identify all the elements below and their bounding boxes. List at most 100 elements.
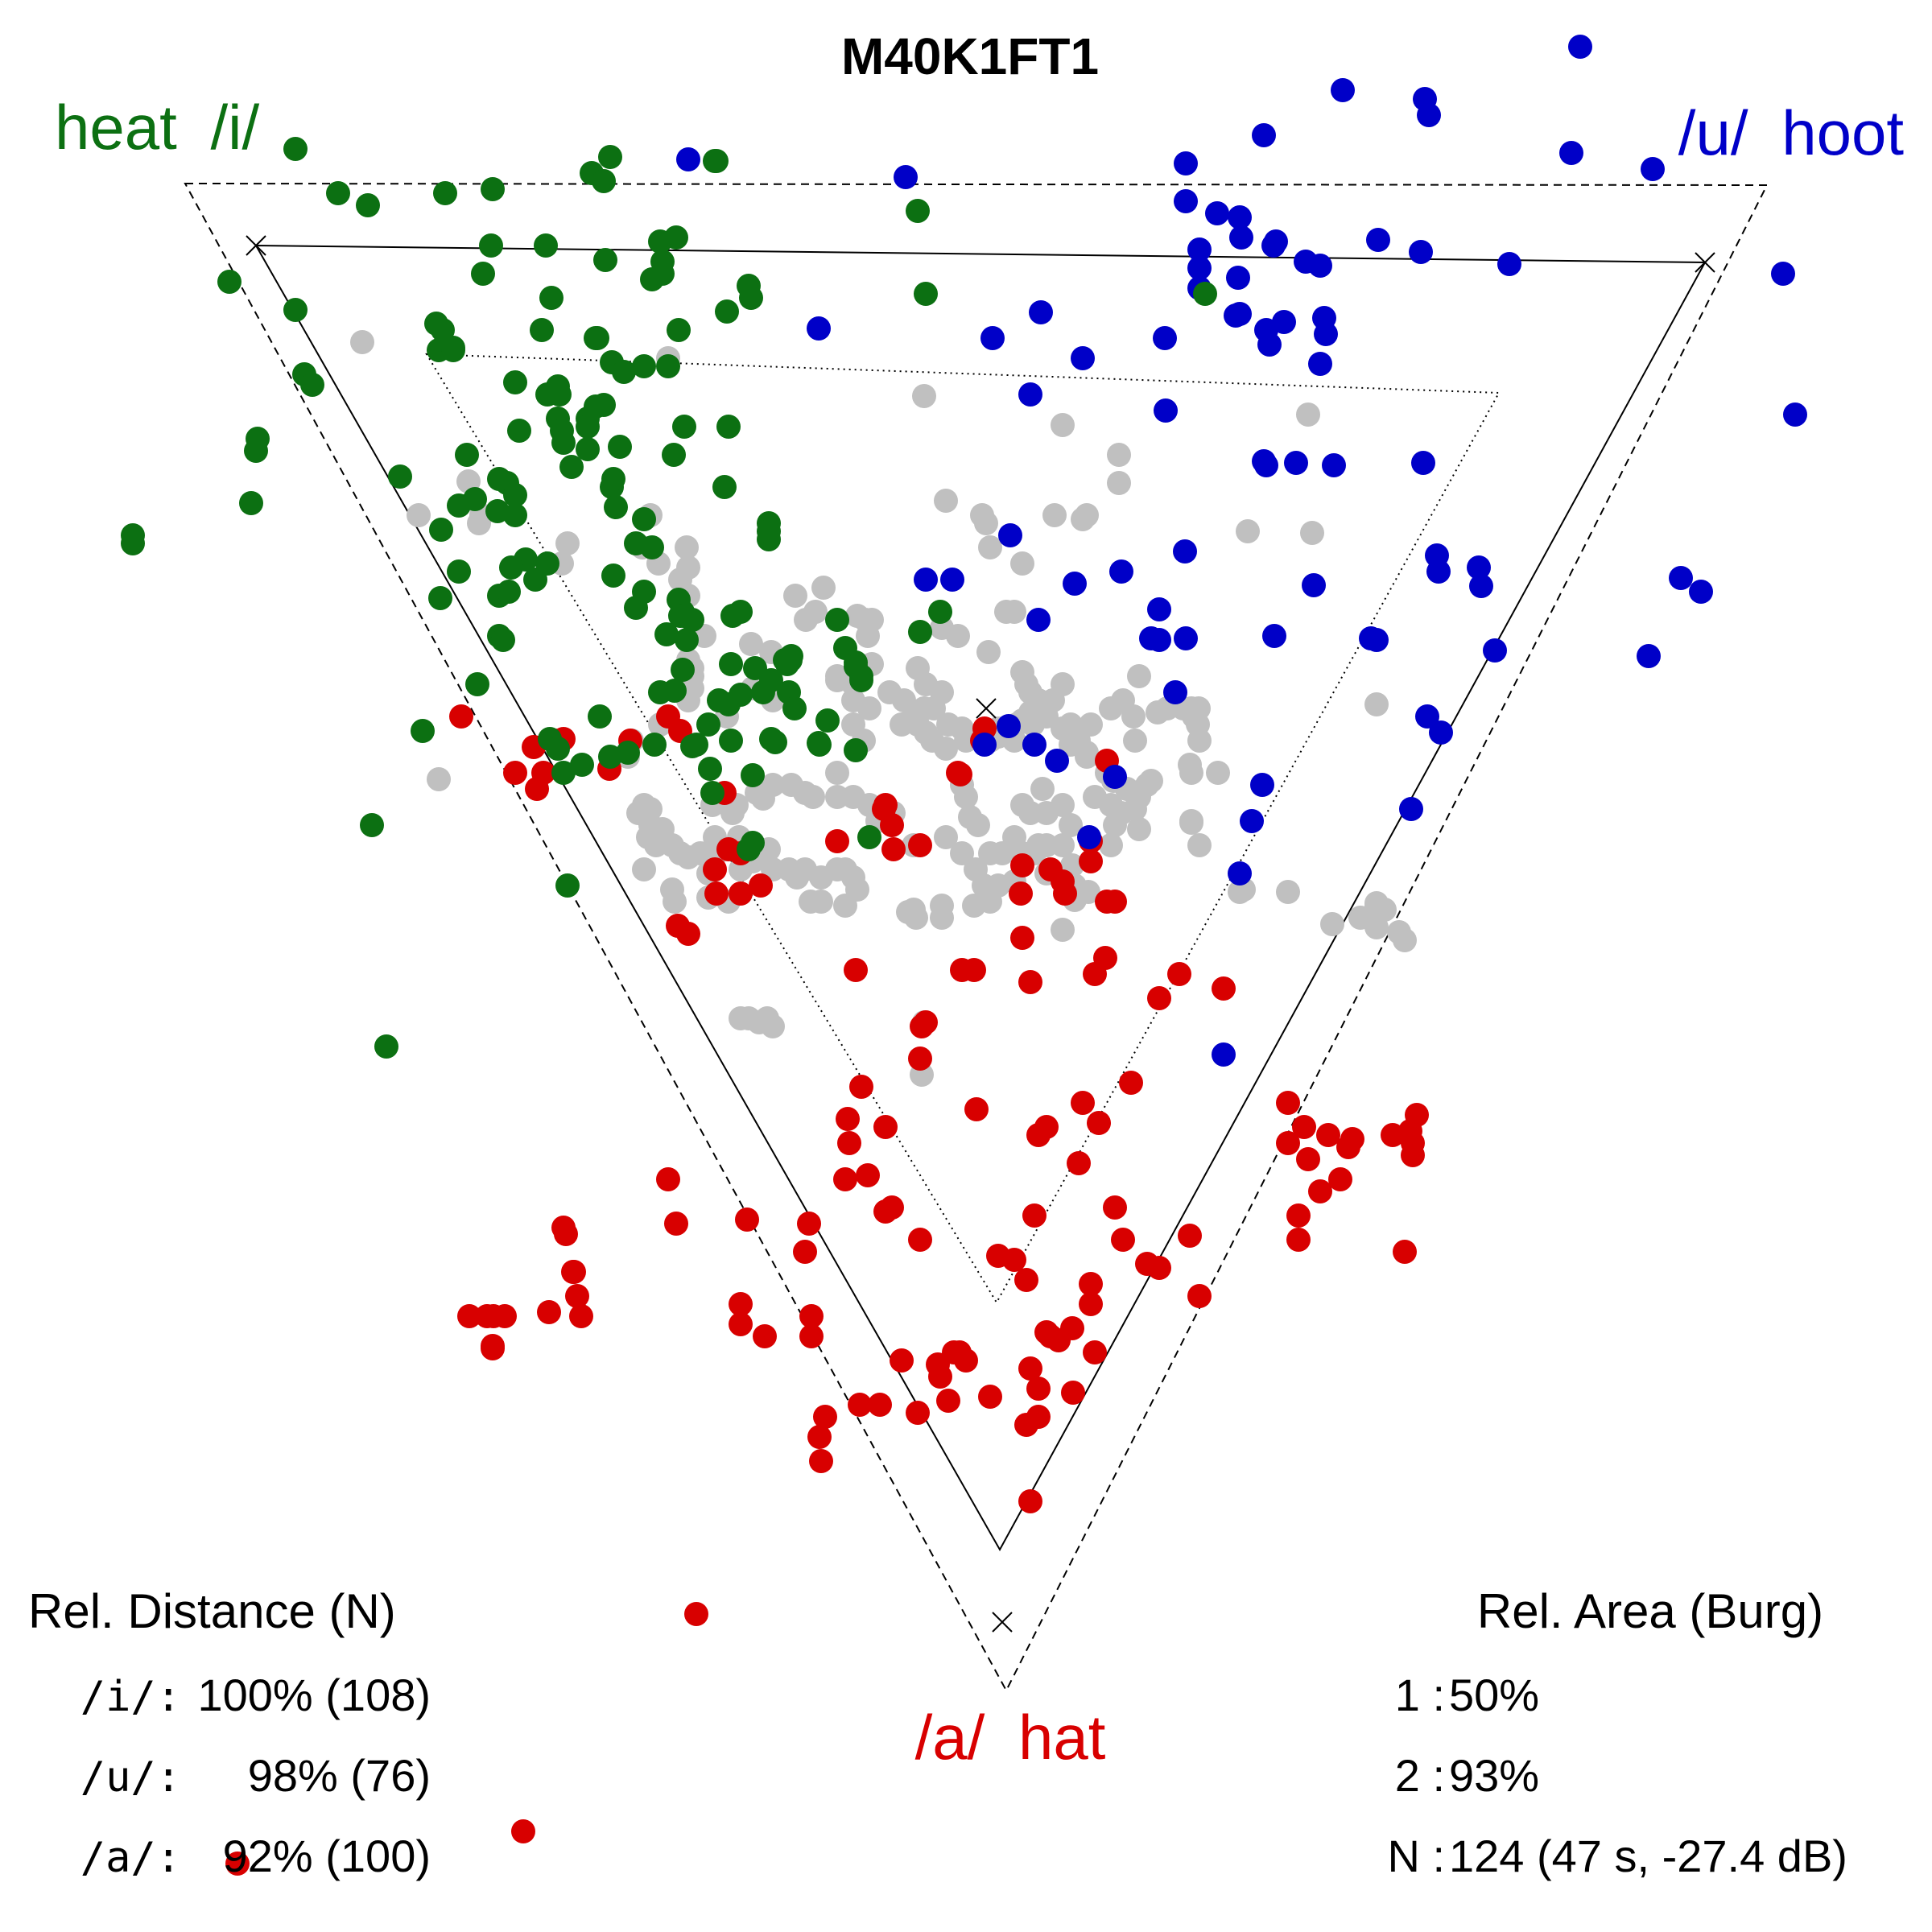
point-a-120 (537, 1300, 561, 1324)
point-a-81 (1135, 1252, 1159, 1276)
point-other-182 (1103, 813, 1127, 837)
point-a-64 (873, 1115, 898, 1139)
point-u-20 (1308, 254, 1332, 278)
point-u-58 (914, 568, 938, 592)
point-u-49 (1467, 555, 1491, 580)
point-other-140 (1187, 729, 1212, 753)
point-a-139 (1083, 1340, 1107, 1364)
point-a-106 (1014, 1413, 1038, 1437)
point-other-134 (1030, 777, 1055, 801)
point-i-71 (716, 415, 741, 439)
point-a-70 (837, 1131, 861, 1155)
point-i-3 (217, 270, 242, 294)
point-other-130 (978, 841, 1002, 865)
point-u-21 (1366, 228, 1390, 252)
point-u-17 (1226, 266, 1250, 290)
point-u-56 (1063, 572, 1087, 596)
point-i-41 (612, 360, 636, 384)
point-i-59 (455, 443, 479, 467)
point-i-23 (539, 286, 564, 310)
point-i-140 (485, 499, 510, 523)
point-i-49 (507, 419, 531, 443)
point-i-103 (908, 620, 932, 644)
point-a-117 (562, 1260, 586, 1284)
point-u-15 (1187, 237, 1212, 262)
point-a-93 (1187, 1284, 1212, 1308)
point-other-243 (1393, 928, 1417, 952)
point-a-92 (1328, 1167, 1352, 1191)
point-other-21 (783, 584, 807, 608)
point-i-14 (1193, 282, 1217, 306)
centroid-mark-2 (976, 698, 997, 719)
point-u-45 (1018, 382, 1042, 407)
point-u-38 (1154, 398, 1178, 423)
point-a-140 (1178, 1224, 1202, 1248)
point-a-62 (964, 1097, 989, 1121)
point-other-4 (1107, 443, 1131, 467)
point-a-125 (481, 1304, 506, 1328)
point-u-76 (1250, 773, 1274, 797)
point-a-101 (978, 1385, 1002, 1409)
point-i-152 (672, 604, 696, 628)
point-a-78 (1103, 1195, 1127, 1220)
point-other-192 (1206, 761, 1230, 785)
point-a-108 (809, 1449, 833, 1473)
rel-distance-panel: Rel. Distance (N) /i/: 100% (108) /u/: 9… (28, 1584, 431, 1882)
point-a-44 (1018, 970, 1042, 994)
point-i-117 (737, 837, 761, 861)
point-u-65 (1262, 624, 1286, 648)
point-u-59 (940, 568, 964, 592)
point-a-138 (1060, 1316, 1084, 1340)
point-u-72 (1364, 628, 1389, 652)
point-other-28 (803, 600, 828, 624)
point-i-143 (570, 753, 594, 777)
rel-area-title: Rel. Area (Burg) (1477, 1584, 1823, 1638)
point-other-139 (1179, 696, 1203, 720)
point-i-37 (441, 336, 465, 360)
point-other-234 (1179, 811, 1203, 835)
point-i-87 (604, 495, 628, 519)
point-other-128 (966, 813, 990, 837)
point-other-168 (841, 688, 865, 712)
point-a-51 (1051, 869, 1075, 894)
point-a-148 (1010, 853, 1034, 877)
point-a-23 (825, 829, 849, 853)
point-other-85 (751, 786, 775, 811)
point-other-230 (632, 857, 656, 881)
point-i-135 (555, 873, 580, 898)
point-i-1 (326, 181, 350, 205)
point-u-68 (1415, 704, 1439, 729)
point-other-205 (962, 894, 986, 918)
point-u-37 (1153, 326, 1177, 350)
point-i-153 (648, 680, 672, 704)
point-other-236 (1276, 880, 1300, 904)
point-i-34 (739, 286, 763, 310)
point-a-52 (1212, 976, 1236, 1001)
point-a-79 (1022, 1203, 1046, 1228)
point-u-36 (980, 326, 1005, 350)
point-i-74 (757, 519, 781, 543)
point-i-16 (534, 233, 558, 258)
point-i-79 (601, 467, 625, 491)
centroid-mark-1 (1695, 252, 1715, 273)
point-a-119 (569, 1304, 593, 1328)
point-i-19 (715, 299, 739, 324)
centroid-marks (246, 235, 1715, 1633)
point-u-75 (1103, 765, 1127, 789)
point-u-31 (1314, 322, 1338, 346)
point-a-94 (1079, 1292, 1103, 1316)
point-a-129 (753, 1324, 777, 1348)
point-a-145 (1381, 1123, 1405, 1147)
point-other-247 (1320, 912, 1344, 936)
point-a-68 (908, 1228, 932, 1252)
point-i-121 (807, 731, 831, 755)
point-u-57 (1109, 559, 1133, 584)
point-other-105 (632, 793, 656, 817)
point-u-79 (1212, 1042, 1236, 1067)
rel-distance-row-a-value: 92% (100) (223, 1831, 431, 1881)
point-a-45 (1010, 926, 1034, 950)
point-other-20 (739, 632, 763, 656)
inner-dotted-triangle (425, 353, 1501, 1305)
point-u-33 (1029, 300, 1053, 324)
point-i-127 (844, 654, 868, 679)
